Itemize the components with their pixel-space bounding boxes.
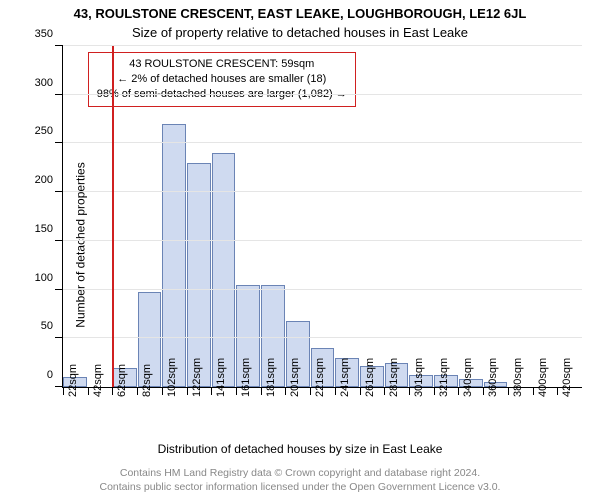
x-tick-label: 281sqm	[388, 358, 400, 397]
annotation-line2: ← 2% of detached houses are smaller (18)	[97, 72, 347, 87]
x-tick-label: 102sqm	[166, 358, 178, 397]
x-tick-label: 400sqm	[537, 358, 549, 397]
x-tick-label: 161sqm	[240, 358, 252, 397]
histogram-bar	[212, 153, 236, 387]
y-tick	[55, 337, 63, 338]
x-tick-label: 201sqm	[289, 358, 301, 397]
x-tick-label: 301sqm	[413, 358, 425, 397]
x-tick-label: 181sqm	[265, 358, 277, 397]
x-tick	[112, 387, 113, 395]
x-tick	[261, 387, 262, 395]
x-tick-label: 82sqm	[141, 364, 153, 397]
y-tick-label: 150	[35, 223, 63, 235]
y-tick-label: 250	[35, 125, 63, 137]
x-tick-label: 122sqm	[191, 358, 203, 397]
x-tick	[335, 387, 336, 395]
x-tick-label: 340sqm	[462, 358, 474, 397]
gridline	[63, 191, 582, 192]
y-tick	[55, 240, 63, 241]
gridline	[63, 240, 582, 241]
x-tick-label: 321sqm	[438, 358, 450, 397]
annotation-line1: 43 ROULSTONE CRESCENT: 59sqm	[97, 57, 347, 72]
y-tick	[55, 289, 63, 290]
gridline	[63, 289, 582, 290]
x-tick	[557, 387, 558, 395]
x-axis-label: Distribution of detached houses by size …	[0, 442, 600, 456]
y-tick	[55, 386, 63, 387]
x-tick-label: 380sqm	[512, 358, 524, 397]
x-tick-label: 360sqm	[487, 358, 499, 397]
x-tick	[63, 387, 64, 395]
x-tick	[88, 387, 89, 395]
footer-line1: Contains HM Land Registry data © Crown c…	[0, 466, 600, 480]
x-tick	[211, 387, 212, 395]
x-tick-label: 420sqm	[561, 358, 573, 397]
x-tick	[434, 387, 435, 395]
footer-line2: Contains public sector information licen…	[0, 480, 600, 494]
x-tick-label: 42sqm	[92, 364, 104, 397]
x-tick	[508, 387, 509, 395]
x-tick	[285, 387, 286, 395]
x-tick-label: 22sqm	[67, 364, 79, 397]
x-tick-label: 261sqm	[364, 358, 376, 397]
page-title-line2: Size of property relative to detached ho…	[0, 21, 600, 42]
page-title-line1: 43, ROULSTONE CRESCENT, EAST LEAKE, LOUG…	[0, 0, 600, 21]
y-tick	[55, 191, 63, 192]
x-tick	[384, 387, 385, 395]
histogram-bar	[162, 124, 186, 387]
x-tick	[310, 387, 311, 395]
annotation-box: 43 ROULSTONE CRESCENT: 59sqm ← 2% of det…	[88, 52, 356, 107]
y-tick-label: 100	[35, 272, 63, 284]
x-tick	[533, 387, 534, 395]
x-tick	[137, 387, 138, 395]
y-tick	[55, 142, 63, 143]
x-tick	[458, 387, 459, 395]
y-tick-label: 200	[35, 174, 63, 186]
chart-container: Number of detached properties 43 ROULSTO…	[0, 46, 600, 444]
y-tick	[55, 94, 63, 95]
x-tick-label: 221sqm	[314, 358, 326, 397]
plot-area: 43 ROULSTONE CRESCENT: 59sqm ← 2% of det…	[62, 46, 582, 388]
x-tick-label: 141sqm	[215, 358, 227, 397]
x-tick	[187, 387, 188, 395]
y-tick	[55, 45, 63, 46]
histogram-bar	[187, 163, 211, 387]
marker-line	[112, 46, 114, 387]
y-tick-label: 50	[41, 320, 63, 332]
x-tick-label: 62sqm	[116, 364, 128, 397]
x-tick	[162, 387, 163, 395]
gridline	[63, 142, 582, 143]
x-tick-label: 241sqm	[339, 358, 351, 397]
x-tick	[360, 387, 361, 395]
y-tick-label: 350	[35, 28, 63, 40]
gridline	[63, 94, 582, 95]
x-tick	[483, 387, 484, 395]
gridline	[63, 45, 582, 46]
x-tick	[236, 387, 237, 395]
y-tick-label: 300	[35, 77, 63, 89]
footer: Contains HM Land Registry data © Crown c…	[0, 466, 600, 494]
y-tick-label: 0	[47, 369, 63, 381]
x-tick	[409, 387, 410, 395]
gridline	[63, 337, 582, 338]
